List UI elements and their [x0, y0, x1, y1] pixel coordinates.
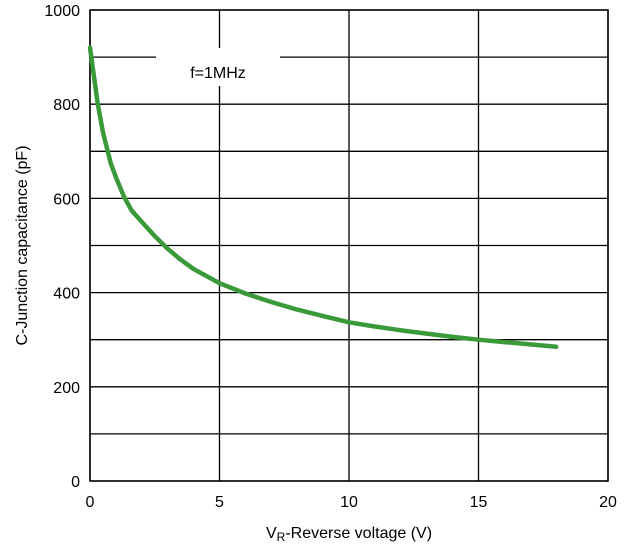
x-axis-title-rest: -Reverse voltage (V): [285, 525, 432, 542]
y-axis-title: C-Junction capacitance (pF): [14, 145, 31, 345]
x-axis-title: VR-Reverse voltage (V): [266, 525, 432, 544]
x-tick-label: 15: [470, 494, 488, 511]
x-tick-label: 0: [86, 494, 95, 511]
x-axis-title-main: V: [266, 525, 277, 542]
y-tick-label: 400: [53, 286, 80, 303]
plot-frame: [89, 9, 609, 482]
capacitance-curve: [87, 45, 559, 350]
y-tick-label: 200: [53, 380, 80, 397]
x-tick-label: 10: [340, 494, 358, 511]
y-tick-label: 800: [53, 97, 80, 114]
annotation-background: [156, 48, 280, 86]
x-tick-label: 5: [215, 494, 224, 511]
x-tick-label: 20: [599, 494, 617, 511]
x-axis-title-subscript: R: [277, 530, 286, 544]
y-tick-label: 0: [71, 474, 80, 491]
annotation-frequency: f=1MHz: [190, 65, 246, 82]
y-tick-label: 1000: [44, 3, 80, 20]
y-tick-label: 600: [53, 191, 80, 208]
